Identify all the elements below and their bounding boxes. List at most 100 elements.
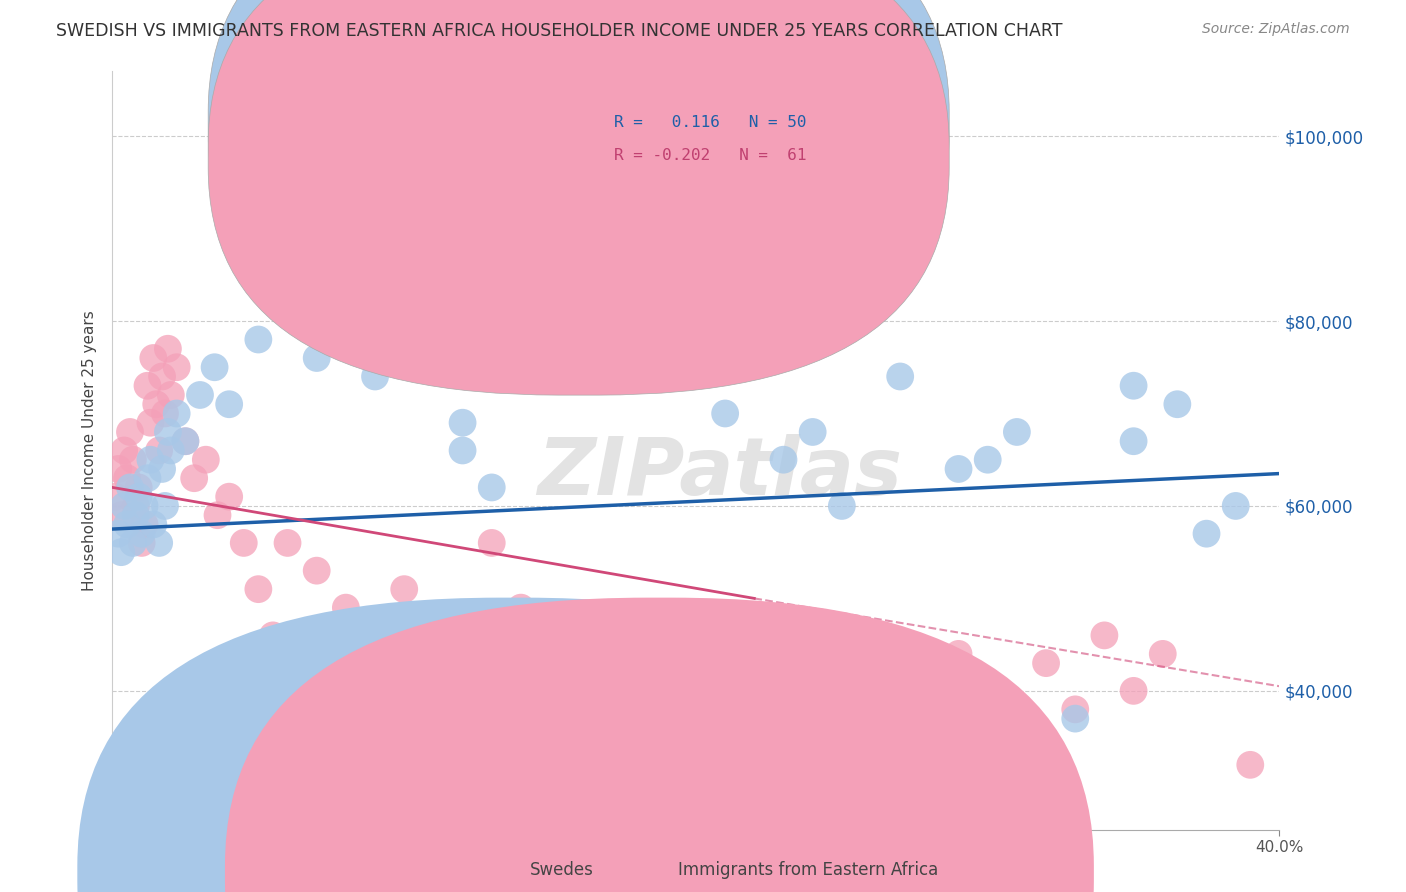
Point [218, 490, 240, 504]
Point [232, 536, 254, 550]
Point [568, 674, 591, 689]
Point [364, 647, 387, 661]
Point [148, 443, 170, 458]
Point [1005, 425, 1028, 439]
Point [509, 600, 531, 615]
Point [204, 360, 226, 375]
FancyBboxPatch shape [533, 95, 837, 186]
Point [110, 545, 132, 559]
Point [134, 499, 156, 513]
Point [153, 407, 176, 421]
FancyBboxPatch shape [208, 0, 949, 395]
Point [1094, 628, 1116, 642]
Text: R = -0.202   N =  61: R = -0.202 N = 61 [614, 148, 807, 163]
Point [207, 508, 229, 523]
Point [976, 452, 998, 467]
Point [305, 564, 328, 578]
Point [1239, 757, 1261, 772]
Point [394, 249, 416, 263]
Point [538, 638, 561, 652]
Text: Source: ZipAtlas.com: Source: ZipAtlas.com [1202, 22, 1350, 37]
Point [422, 619, 444, 633]
Point [714, 665, 737, 680]
Point [183, 471, 205, 485]
Point [685, 628, 707, 642]
Point [801, 684, 824, 698]
Point [160, 443, 183, 458]
Point [218, 397, 240, 411]
Point [115, 517, 138, 532]
Point [188, 388, 211, 402]
Point [481, 480, 503, 494]
Point [1166, 397, 1188, 411]
Point [451, 656, 474, 670]
Point [1064, 702, 1087, 716]
Point [118, 425, 141, 439]
Point [131, 526, 153, 541]
Point [948, 462, 970, 476]
Point [125, 499, 148, 513]
Point [742, 702, 765, 716]
Point [772, 452, 794, 467]
Text: Immigrants from Eastern Africa: Immigrants from Eastern Africa [678, 861, 938, 879]
Point [153, 499, 176, 513]
Point [122, 536, 145, 550]
Text: R =   0.116   N = 50: R = 0.116 N = 50 [614, 115, 807, 129]
Point [156, 425, 179, 439]
Point [145, 397, 167, 411]
Point [150, 462, 173, 476]
Point [150, 369, 173, 384]
Text: Swedes: Swedes [530, 861, 593, 879]
Point [112, 443, 135, 458]
Point [134, 517, 156, 532]
Point [335, 286, 357, 301]
Text: ZIPatlas: ZIPatlas [537, 434, 901, 512]
Point [156, 342, 179, 356]
Point [262, 628, 284, 642]
Point [598, 259, 620, 273]
Point [104, 490, 127, 504]
Point [714, 407, 737, 421]
Point [305, 351, 328, 365]
Point [142, 517, 165, 532]
Point [136, 471, 159, 485]
Point [174, 434, 197, 449]
Point [889, 369, 911, 384]
Point [948, 647, 970, 661]
Point [627, 647, 650, 661]
Point [831, 721, 853, 735]
Point [139, 416, 162, 430]
Point [107, 462, 129, 476]
Point [1122, 434, 1144, 449]
Point [889, 693, 911, 707]
Point [166, 360, 188, 375]
Point [364, 369, 387, 384]
Point [276, 295, 298, 310]
Point [801, 425, 824, 439]
Point [655, 693, 678, 707]
Point [451, 416, 474, 430]
Point [918, 730, 941, 744]
Point [276, 536, 298, 550]
FancyBboxPatch shape [208, 0, 949, 362]
Point [160, 388, 183, 402]
Point [772, 647, 794, 661]
Point [1122, 378, 1144, 392]
Point [831, 499, 853, 513]
Point [394, 582, 416, 596]
Point [136, 378, 159, 392]
Point [1225, 499, 1247, 513]
Point [166, 407, 188, 421]
Point [1035, 656, 1057, 670]
Point [247, 582, 270, 596]
Point [1064, 712, 1087, 726]
Point [148, 536, 170, 550]
Point [1005, 721, 1028, 735]
Point [115, 471, 138, 485]
Point [139, 452, 162, 467]
Point [131, 536, 153, 550]
Point [128, 480, 150, 494]
Point [538, 323, 561, 337]
Point [142, 351, 165, 365]
Point [118, 480, 141, 494]
